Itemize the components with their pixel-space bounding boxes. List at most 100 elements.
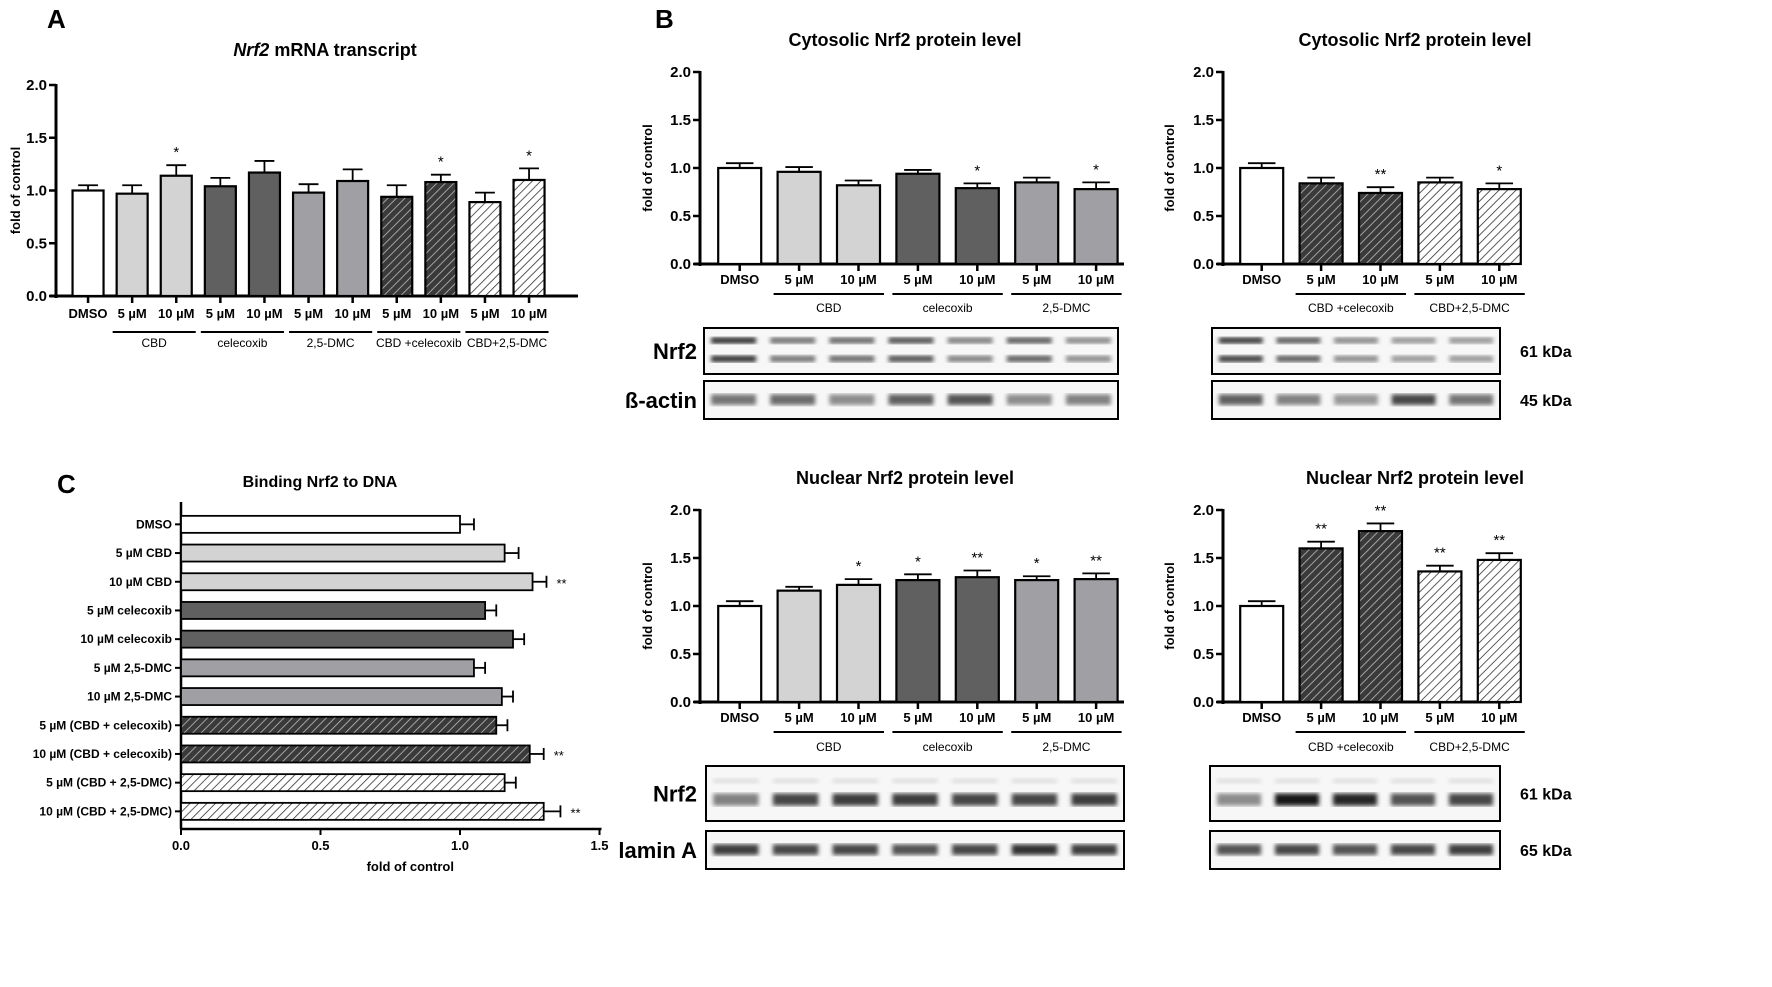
y-tick-label: 0.0 — [1193, 256, 1214, 273]
blot-band — [888, 394, 934, 405]
bar — [180, 514, 461, 534]
x-tick-label: 10 µM — [1481, 710, 1517, 725]
group-label: CBD+2,5-DMC — [1429, 740, 1510, 754]
blot-band — [1071, 844, 1117, 855]
y-tick-label: 0.5 — [670, 208, 691, 225]
blot-band-faint — [772, 778, 819, 784]
blot-band — [1391, 394, 1436, 405]
x-tick-label: 1.0 — [451, 838, 469, 853]
group-label: 2,5-DMC — [1042, 301, 1090, 315]
blot-row-label: Nrf2 — [653, 782, 697, 807]
blot-band — [952, 793, 998, 806]
bar — [1476, 188, 1522, 266]
significance-mark: ** — [556, 576, 566, 591]
blot-band-faint — [952, 778, 998, 784]
y-tick-label: 0.5 — [1193, 208, 1214, 225]
blot-band — [713, 793, 759, 806]
bar — [468, 201, 502, 298]
significance-mark: * — [1496, 162, 1502, 179]
bar — [180, 629, 514, 649]
bar — [895, 578, 941, 704]
chart-a-title: Nrf2 mRNA transcript — [233, 40, 416, 60]
bar — [180, 687, 503, 706]
x-tick-label: 10 µM — [423, 306, 459, 321]
y-tick-label: DMSO — [136, 517, 172, 531]
blot-band — [1006, 394, 1052, 405]
blots-layer: Nrf2 ß-actin 61 kDa 45 kDa Nrf2 lamin A 61 kDa… — [618, 327, 1572, 870]
y-tick-label: 10 µM 2,5-DMC — [87, 690, 172, 704]
bar — [180, 773, 506, 793]
blot-band-faint — [1071, 778, 1117, 784]
y-tick-label: 0.5 — [670, 646, 691, 663]
blot-kda-label: 61 kDa — [1520, 344, 1572, 361]
y-tick-label: 1.5 — [26, 130, 47, 147]
y-tick-label: 1.0 — [26, 183, 47, 200]
significance-mark: * — [974, 162, 980, 179]
x-tick-label: 10 µM — [511, 306, 547, 321]
blot-band — [770, 337, 816, 344]
x-tick-label: 10 µM — [1362, 710, 1398, 725]
x-tick-label: 1.5 — [590, 838, 608, 853]
blot-band — [1011, 844, 1058, 855]
bar — [895, 172, 941, 266]
bar — [1357, 530, 1404, 704]
blot-band — [1276, 355, 1321, 363]
x-tick-label: 10 µM — [959, 710, 995, 725]
panel-letter-c: C — [57, 469, 76, 499]
chart-A: 0.0 0.5 1.0 1.5 2.0 fold of control DMSO 5 µM * 1… — [8, 77, 578, 350]
chart-c-title: Binding Nrf2 to DNA — [243, 474, 398, 491]
blot-band — [829, 394, 875, 405]
blot-band — [1065, 337, 1111, 344]
group-label: 2,5-DMC — [1042, 740, 1090, 754]
bar — [1417, 570, 1463, 704]
blot-band — [892, 844, 938, 855]
y-tick-label: 5 µM celecoxib — [87, 603, 172, 617]
bar — [1476, 558, 1522, 704]
x-tick-label: 10 µM — [1078, 272, 1114, 287]
y-tick-label: 1.0 — [670, 598, 691, 615]
blot-kda-label: 65 kDa — [1520, 843, 1572, 860]
bar — [71, 189, 105, 298]
bar — [1073, 578, 1119, 704]
blot-band — [1216, 793, 1262, 806]
x-tick-label: 5 µM — [903, 710, 932, 725]
blot-band — [1449, 355, 1494, 363]
blot-band — [888, 337, 934, 344]
group-label: CBD +celecoxib — [376, 336, 462, 350]
chart-b-cyto-combo-title: Cytosolic Nrf2 protein level — [1298, 30, 1531, 50]
chart-b-nuc-combo-title: Nuclear Nrf2 protein level — [1306, 468, 1524, 488]
blot-band — [1390, 844, 1436, 855]
x-tick-label: 10 µM — [246, 306, 282, 321]
blot-band-faint — [1011, 778, 1058, 784]
group-label: CBD +celecoxib — [1308, 301, 1394, 315]
y-tick-label: 10 µM CBD — [109, 575, 172, 589]
blot-band — [1332, 793, 1378, 806]
y-axis-label: fold of control — [8, 147, 23, 234]
chart-b-nuc-single-title: Nuclear Nrf2 protein level — [796, 468, 1014, 488]
bar — [1073, 188, 1119, 266]
chart-C: 0.0 0.5 1.0 1.5 fold of control DMSO 5 µM CBD 1… — [33, 502, 609, 874]
blot-band — [711, 337, 757, 344]
x-tick-label: DMSO — [720, 272, 759, 287]
significance-mark: * — [526, 147, 532, 164]
charts-layer: 0.0 0.5 1.0 1.5 2.0 fold of control DMSO 5 µM * 1… — [8, 64, 1525, 874]
blot-band — [1006, 355, 1052, 363]
y-tick-label: 5 µM (CBD + celecoxib) — [39, 718, 172, 732]
blot-band — [1218, 355, 1263, 363]
x-tick-label: 5 µM — [903, 272, 932, 287]
blot-frame — [1211, 327, 1501, 375]
x-tick-label: 5 µM — [382, 306, 411, 321]
blot-band-faint — [1274, 778, 1320, 784]
bar — [203, 185, 237, 298]
x-tick-label: 5 µM — [1425, 272, 1454, 287]
blot-band-faint — [1332, 778, 1378, 784]
bar — [247, 171, 282, 298]
blot-band — [947, 337, 993, 344]
x-tick-label: 5 µM — [206, 306, 235, 321]
blot-band — [1071, 793, 1117, 806]
blot-band — [1390, 793, 1436, 806]
blot-band — [1448, 844, 1494, 855]
chart-B-nuc-single: 0.0 0.5 1.0 1.5 2.0 fold of control DMSO 5 µM * 1… — [640, 502, 1124, 754]
x-tick-label: 10 µM — [840, 272, 876, 287]
